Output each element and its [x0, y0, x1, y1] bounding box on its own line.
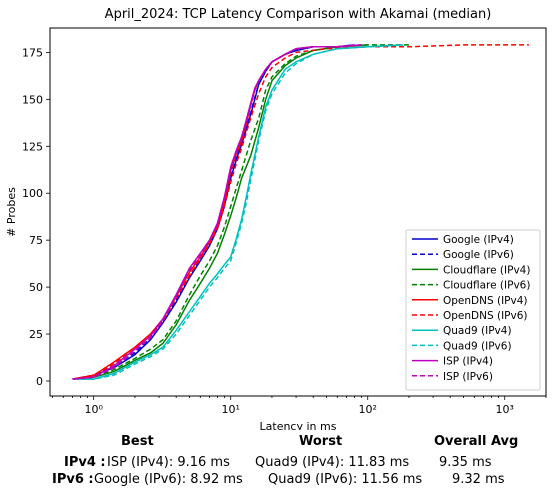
plot-frame — [49, 27, 547, 397]
worst-header: Worst — [299, 434, 343, 449]
x-axis-label: Latency in ms — [260, 420, 337, 430]
y-tick-label: 175 — [22, 46, 43, 59]
latency-cdf-chart: April_2024: TCP Latency Comparison with … — [5, 7, 547, 430]
x-axis-ticks: 10⁰ 10¹ 10² 10³ — [52, 396, 547, 416]
y-tick-label: 50 — [29, 281, 43, 294]
ipv6-worst-value: Quad9 (IPv6): 11.56 ms — [268, 472, 423, 487]
ipv4-best-value: ISP (IPv4): 9.16 ms — [107, 455, 230, 470]
chart-title: April_2024: TCP Latency Comparison with … — [105, 7, 492, 22]
legend-label: ISP (IPv6) — [443, 371, 493, 383]
legend-label: ISP (IPv4) — [443, 356, 493, 368]
y-tick-label: 125 — [22, 140, 43, 153]
y-tick-label: 0 — [36, 375, 43, 388]
ipv6-row-label: IPv6 : — [52, 472, 94, 487]
ipv4-row-label: IPv4 : — [64, 455, 106, 470]
ipv6-best-value: Google (IPv6): 8.92 ms — [94, 472, 243, 487]
series-line — [72, 44, 355, 380]
best-header: Best — [121, 434, 154, 449]
legend-label: Cloudflare (IPv6) — [443, 280, 530, 292]
x-tick-label: 10⁰ — [84, 403, 103, 416]
legend-label: OpenDNS (IPv4) — [443, 295, 528, 307]
ipv4-avg-value: 9.35 ms — [439, 455, 492, 470]
y-axis-ticks: 0 25 50 75 100 125 150 175 — [22, 46, 50, 388]
y-tick-label: 100 — [22, 187, 43, 200]
series-line — [72, 44, 362, 380]
legend-label: Google (IPv4) — [443, 234, 514, 246]
y-axis-label: # Probes — [5, 187, 18, 237]
x-tick-label: 10¹ — [221, 403, 239, 416]
legend-label: OpenDNS (IPv6) — [443, 310, 528, 322]
legend-label: Quad9 (IPv4) — [443, 325, 512, 337]
ipv4-worst-value: Quad9 (IPv4): 11.83 ms — [255, 455, 410, 470]
x-tick-label: 10³ — [496, 403, 514, 416]
legend: Google (IPv4) Google (IPv6) Cloudflare (IP… — [405, 229, 541, 391]
series-line — [72, 44, 403, 380]
legend-label: Cloudflare (IPv4) — [443, 264, 530, 276]
series-line — [72, 44, 409, 380]
series-lines — [72, 44, 529, 380]
y-tick-label: 75 — [29, 234, 43, 247]
legend-label: Quad9 (IPv6) — [443, 340, 512, 352]
ipv6-avg-value: 9.32 ms — [452, 472, 505, 487]
legend-box — [405, 229, 541, 391]
y-tick-label: 150 — [22, 93, 43, 106]
legend-label: Google (IPv6) — [443, 249, 514, 261]
series-line — [72, 44, 368, 380]
series-line — [72, 44, 403, 380]
x-tick-label: 10² — [359, 403, 377, 416]
y-tick-label: 25 — [29, 328, 43, 341]
overall-avg-header: Overall Avg — [434, 434, 519, 449]
series-line — [72, 44, 529, 380]
